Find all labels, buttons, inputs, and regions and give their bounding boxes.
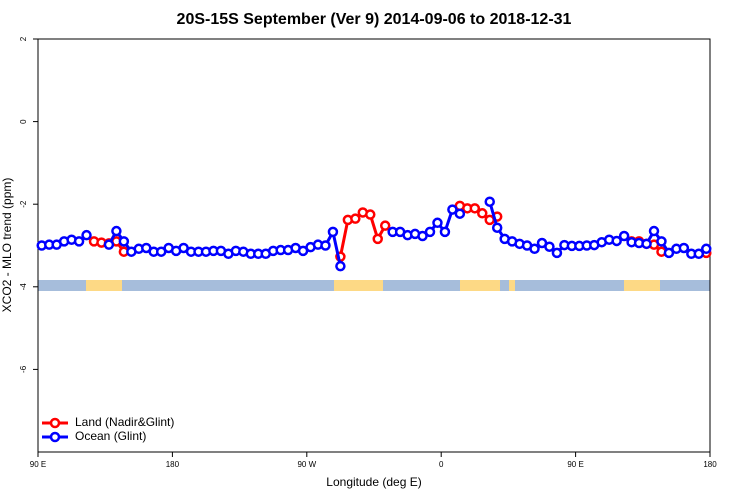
data-point xyxy=(335,260,346,272)
x-tick-label: 90 E xyxy=(30,460,46,469)
data-point xyxy=(327,226,339,238)
legend-label: Land (Nadir&Glint) xyxy=(75,415,174,429)
data-point xyxy=(118,236,130,247)
data-point xyxy=(81,229,92,241)
y-tick-label: 0 xyxy=(19,119,28,124)
data-point xyxy=(544,241,555,252)
data-point xyxy=(447,204,458,215)
land-band xyxy=(334,280,383,291)
data-point xyxy=(529,243,540,255)
x-axis-label: Longitude (deg E) xyxy=(326,475,421,489)
x-tick-label: 180 xyxy=(166,460,180,469)
data-point xyxy=(491,222,503,233)
x-tick-label: 90 W xyxy=(297,460,316,469)
legend-marker xyxy=(49,417,61,429)
y-tick-label: 2 xyxy=(19,36,28,41)
x-tick-label: 180 xyxy=(703,460,717,469)
land-band xyxy=(460,280,500,291)
data-point xyxy=(379,220,391,231)
land-band xyxy=(509,280,515,291)
data-point xyxy=(648,225,660,237)
data-point xyxy=(618,230,630,242)
y-tick-label: -6 xyxy=(19,365,28,373)
x-tick-label: 90 E xyxy=(567,460,583,469)
data-point xyxy=(103,239,115,250)
data-point xyxy=(454,208,466,219)
data-point xyxy=(469,203,481,214)
data-point xyxy=(417,230,428,242)
data-point xyxy=(701,243,712,255)
chart-title: 20S-15S September (Ver 9) 2014-09-06 to … xyxy=(177,11,572,28)
data-point xyxy=(551,247,563,259)
data-point xyxy=(432,217,443,229)
data-point xyxy=(73,236,85,247)
data-point xyxy=(611,235,622,247)
data-point xyxy=(320,240,331,251)
data-point xyxy=(477,208,488,219)
data-point xyxy=(484,196,495,207)
data-point xyxy=(656,236,667,247)
legend-label: Ocean (Glint) xyxy=(75,429,146,443)
data-point xyxy=(678,242,690,254)
x-tick-label: 0 xyxy=(439,460,444,469)
surface-band xyxy=(38,280,710,291)
data-point xyxy=(641,238,652,250)
data-point xyxy=(693,248,705,260)
y-axis-label: XCO2 - MLO trend (ppm) xyxy=(0,178,14,313)
data-point xyxy=(372,233,383,245)
y-tick-label: -4 xyxy=(19,283,28,291)
data-point xyxy=(663,247,675,259)
land-band xyxy=(86,280,122,291)
legend-marker xyxy=(49,431,61,443)
data-point xyxy=(111,225,122,237)
data-point xyxy=(350,213,361,224)
data-point xyxy=(365,209,376,220)
data-point xyxy=(439,226,451,238)
data-point xyxy=(424,226,436,238)
y-tick-label: -2 xyxy=(19,200,28,208)
land-band xyxy=(624,280,660,291)
